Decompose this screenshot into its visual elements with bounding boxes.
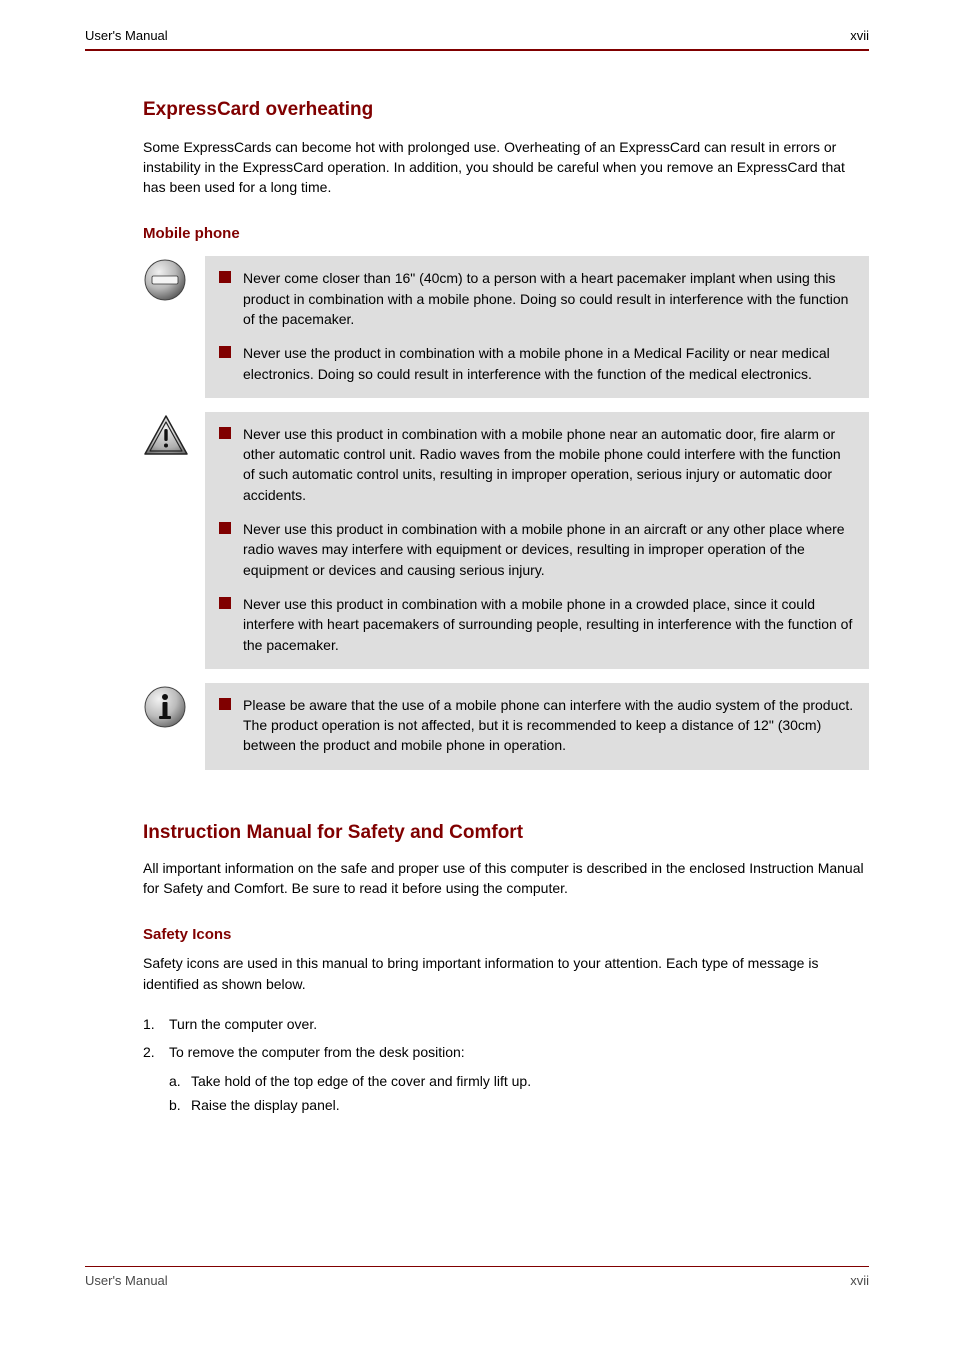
section-paragraph: Some ExpressCards can become hot with pr… bbox=[143, 137, 869, 198]
bullet-text: Never use this product in combination wi… bbox=[243, 424, 855, 505]
warning-icon bbox=[143, 414, 189, 456]
sub-text: Take hold of the top edge of the cover a… bbox=[191, 1071, 531, 1091]
bullet-icon bbox=[219, 597, 231, 609]
subsection-title-icons: Safety Icons bbox=[143, 926, 869, 943]
bullet-icon bbox=[219, 271, 231, 283]
info-icon bbox=[143, 685, 187, 729]
bullet-icon bbox=[219, 698, 231, 710]
section-paragraph: All important information on the safe an… bbox=[143, 858, 869, 899]
footer: User's Manual xvii bbox=[85, 1266, 869, 1289]
bullet-text: Never use this product in combination wi… bbox=[243, 594, 855, 655]
bullet-text: Never use this product in combination wi… bbox=[243, 519, 855, 580]
list-item: Never use this product in combination wi… bbox=[219, 519, 855, 580]
footer-right: xvii bbox=[850, 1273, 869, 1288]
numbered-item: 1. Turn the computer over. bbox=[143, 1014, 869, 1034]
list-item: Never come closer than 16" (40cm) to a p… bbox=[219, 268, 855, 329]
list-item: Never use the product in combination wit… bbox=[219, 343, 855, 384]
footer-left: User's Manual bbox=[85, 1273, 168, 1288]
sub-item: a. Take hold of the top edge of the cove… bbox=[169, 1071, 869, 1091]
header-divider bbox=[85, 49, 869, 51]
footer-divider bbox=[85, 1266, 869, 1268]
section-title-manual: Instruction Manual for Safety and Comfor… bbox=[143, 822, 869, 844]
bullet-icon bbox=[219, 427, 231, 439]
callout-noentry: Never come closer than 16" (40cm) to a p… bbox=[143, 256, 869, 397]
list-item: Never use this product in combination wi… bbox=[219, 594, 855, 655]
numbered-text: To remove the computer from the desk pos… bbox=[169, 1042, 465, 1062]
subsection-title-mobile: Mobile phone bbox=[143, 225, 869, 242]
list-item: Never use this product in combination wi… bbox=[219, 424, 855, 505]
sub-item: b. Raise the display panel. bbox=[169, 1095, 869, 1115]
section-paragraph: Safety icons are used in this manual to … bbox=[143, 953, 869, 994]
bullet-icon bbox=[219, 522, 231, 534]
no-entry-icon bbox=[143, 258, 187, 302]
callout-info-box: Please be aware that the use of a mobile… bbox=[205, 683, 869, 770]
numbered-item: 2. To remove the computer from the desk … bbox=[143, 1042, 869, 1062]
callout-warning-box: Never use this product in combination wi… bbox=[205, 412, 869, 669]
sub-text: Raise the display panel. bbox=[191, 1095, 340, 1115]
bullet-text: Please be aware that the use of a mobile… bbox=[243, 695, 855, 756]
section-title-expresscard: ExpressCard overheating bbox=[143, 99, 869, 121]
header-right: xvii bbox=[850, 28, 869, 43]
bullet-text: Never use the product in combination wit… bbox=[243, 343, 855, 384]
numbered-text: Turn the computer over. bbox=[169, 1014, 317, 1034]
header: User's Manual xvii bbox=[85, 0, 869, 43]
callout-info: Please be aware that the use of a mobile… bbox=[143, 683, 869, 770]
list-item: Please be aware that the use of a mobile… bbox=[219, 695, 855, 756]
header-left: User's Manual bbox=[85, 28, 168, 43]
bullet-icon bbox=[219, 346, 231, 358]
callout-noentry-box: Never come closer than 16" (40cm) to a p… bbox=[205, 256, 869, 397]
bullet-text: Never come closer than 16" (40cm) to a p… bbox=[243, 268, 855, 329]
callout-warning: Never use this product in combination wi… bbox=[143, 412, 869, 669]
